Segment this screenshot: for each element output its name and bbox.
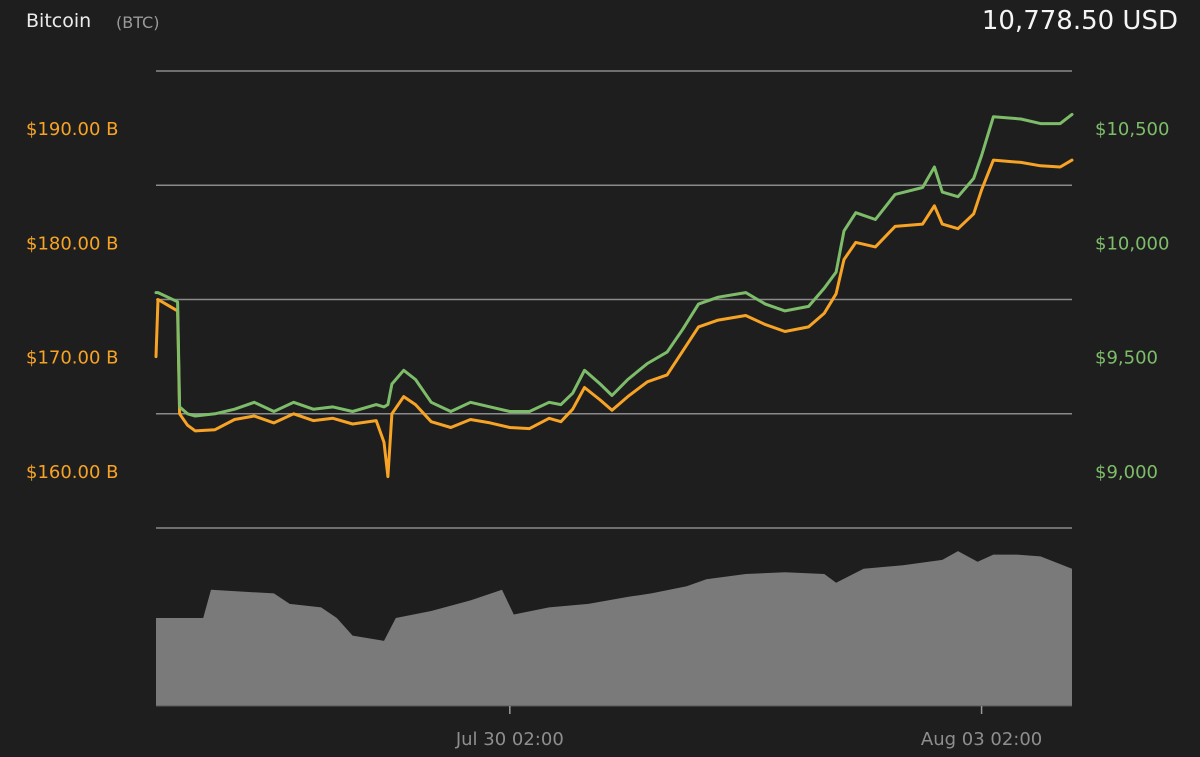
y-right-tick-label: $9,000 [1095, 462, 1158, 483]
y-right-tick-label: $10,500 [1095, 119, 1169, 140]
y-left-tick-label: $170.00 B [26, 348, 119, 369]
y-right-tick-label: $10,000 [1095, 233, 1169, 254]
y-right-tick-label: $9,500 [1095, 348, 1158, 369]
market-cap-line [154, 158, 1074, 479]
x-tick-label: Jul 30 02:00 [455, 729, 564, 750]
x-tick-label: Aug 03 02:00 [921, 729, 1042, 750]
y-left-tick-label: $160.00 B [26, 462, 119, 483]
y-left-tick-label: $180.00 B [26, 233, 119, 254]
volume-area [156, 551, 1072, 706]
y-left-tick-label: $190.00 B [26, 119, 119, 140]
price-line [154, 112, 1074, 418]
coin-symbol: (BTC) [116, 13, 160, 32]
coin-name: Bitcoin [26, 10, 92, 32]
current-price: 10,778.50 USD [981, 6, 1178, 36]
